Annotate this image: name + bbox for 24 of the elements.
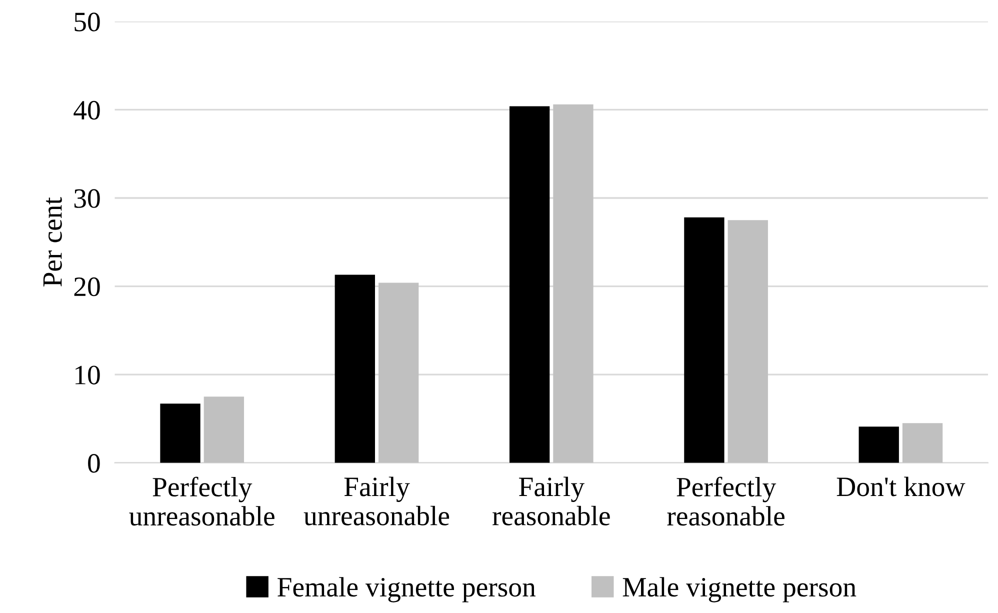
y-tick-label: 30 bbox=[74, 189, 100, 208]
bar bbox=[728, 220, 768, 463]
y-tick-label: 40 bbox=[74, 100, 100, 120]
x-tick-label: Fairly reasonable bbox=[492, 476, 610, 526]
y-tick-label: 10 bbox=[76, 366, 100, 384]
x-tick-label: Don't know bbox=[836, 476, 966, 496]
y-tick-label: 20 bbox=[74, 277, 100, 296]
bar bbox=[509, 106, 550, 463]
bar bbox=[204, 396, 244, 463]
x-tick-label: Perfectly reasonable bbox=[667, 476, 784, 526]
bar bbox=[553, 104, 594, 463]
bar bbox=[334, 274, 375, 463]
y-tick-label: 50 bbox=[74, 12, 100, 32]
bar bbox=[160, 404, 200, 463]
y-tick-label: 0 bbox=[88, 454, 100, 473]
bar bbox=[684, 217, 724, 463]
bar bbox=[858, 426, 899, 463]
bar bbox=[378, 282, 419, 463]
legend-label: Male vignette person bbox=[622, 577, 856, 602]
x-tick-label: Perfectly unreasonable bbox=[129, 476, 274, 526]
y-axis-title: Per cent bbox=[43, 197, 62, 286]
x-tick-label: Fairly unreasonable bbox=[304, 476, 450, 526]
bar bbox=[902, 423, 943, 463]
legend-label: Female vignette person bbox=[278, 577, 536, 602]
